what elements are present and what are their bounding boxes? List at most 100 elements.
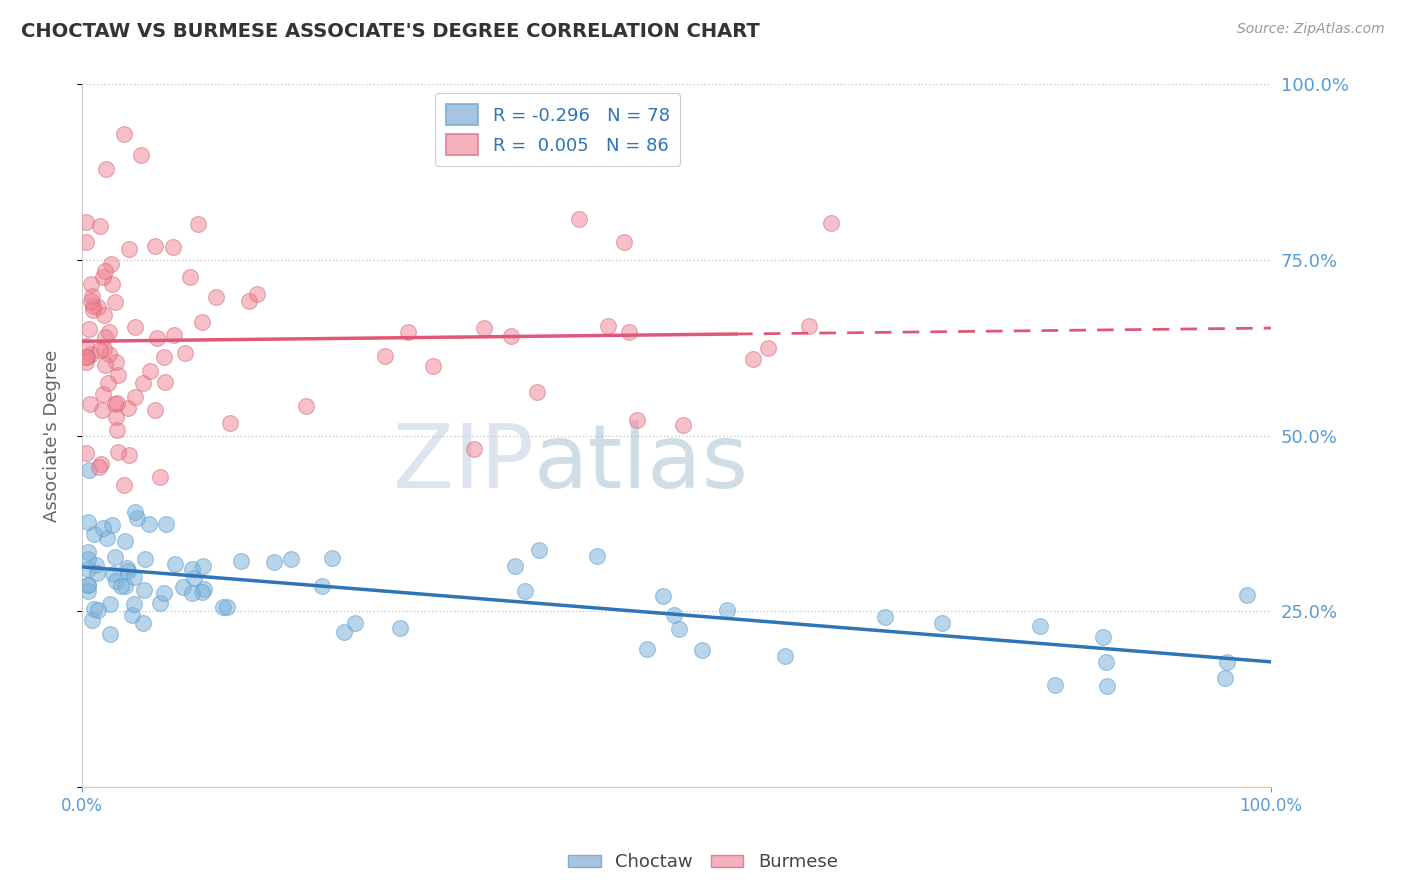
- Point: [626, 413, 648, 427]
- Point: [97, 346, 120, 360]
- Text: CHOCTAW VS BURMESE ASSOCIATE'S DEGREE CORRELATION CHART: CHOCTAW VS BURMESE ASSOCIATE'S DEGREE CO…: [21, 22, 759, 41]
- Point: [87, 603, 110, 617]
- Point: [77, 515, 100, 529]
- Point: [104, 549, 127, 564]
- Point: [80, 277, 103, 291]
- Point: [505, 558, 527, 573]
- Point: [613, 235, 636, 250]
- Point: [79, 397, 101, 411]
- Point: [152, 586, 174, 600]
- Point: [138, 516, 160, 531]
- Point: [77, 561, 100, 575]
- Point: [77, 577, 100, 591]
- Point: [94, 263, 117, 277]
- Point: [193, 558, 215, 573]
- Point: [83, 601, 105, 615]
- Point: [76, 350, 98, 364]
- Point: [79, 463, 101, 477]
- Point: [1043, 678, 1066, 692]
- Point: [77, 321, 100, 335]
- Point: [100, 517, 122, 532]
- Point: [105, 396, 128, 410]
- Point: [112, 127, 135, 141]
- Point: [526, 385, 548, 400]
- Point: [143, 402, 166, 417]
- Point: [124, 504, 146, 518]
- Point: [82, 303, 104, 318]
- Point: [90, 458, 112, 472]
- Point: [122, 570, 145, 584]
- Point: [80, 289, 103, 303]
- Point: [219, 416, 242, 430]
- Point: [132, 616, 155, 631]
- Point: [104, 574, 127, 588]
- Point: [716, 603, 738, 617]
- Point: [422, 359, 444, 374]
- Point: [91, 387, 114, 401]
- Point: [80, 347, 103, 361]
- Point: [101, 277, 124, 291]
- Point: [149, 470, 172, 484]
- Point: [75, 355, 97, 369]
- Point: [75, 214, 97, 228]
- Point: [100, 626, 122, 640]
- Point: [773, 648, 796, 663]
- Point: [110, 579, 132, 593]
- Point: [1236, 588, 1258, 602]
- Point: [1213, 671, 1236, 685]
- Point: [875, 610, 897, 624]
- Y-axis label: Associate's Degree: Associate's Degree: [44, 350, 60, 522]
- Point: [114, 534, 136, 549]
- Point: [499, 328, 522, 343]
- Point: [163, 557, 186, 571]
- Point: [1095, 679, 1118, 693]
- Point: [118, 243, 141, 257]
- Point: [117, 401, 139, 415]
- Text: atlas: atlas: [534, 420, 749, 508]
- Point: [187, 217, 209, 231]
- Point: [122, 597, 145, 611]
- Point: [91, 521, 114, 535]
- Point: [692, 643, 714, 657]
- Point: [1216, 655, 1239, 669]
- Point: [139, 364, 162, 378]
- Point: [93, 308, 115, 322]
- Point: [124, 320, 146, 334]
- Point: [931, 615, 953, 630]
- Point: [1028, 618, 1050, 632]
- Point: [79, 293, 101, 308]
- Point: [118, 448, 141, 462]
- Point: [191, 315, 214, 329]
- Point: [163, 328, 186, 343]
- Point: [472, 321, 495, 335]
- Point: [132, 376, 155, 390]
- Point: [103, 295, 125, 310]
- Point: [333, 625, 356, 640]
- Point: [153, 376, 176, 390]
- Point: [96, 531, 118, 545]
- Point: [132, 583, 155, 598]
- Point: [134, 551, 156, 566]
- Point: [204, 289, 226, 303]
- Text: ZIP: ZIP: [394, 420, 534, 508]
- Point: [84, 558, 107, 572]
- Point: [127, 510, 149, 524]
- Point: [799, 318, 821, 333]
- Point: [107, 368, 129, 383]
- Point: [280, 552, 302, 566]
- Point: [114, 578, 136, 592]
- Point: [107, 445, 129, 459]
- Point: [598, 318, 620, 333]
- Point: [311, 579, 333, 593]
- Point: [124, 390, 146, 404]
- Point: [527, 542, 550, 557]
- Point: [104, 410, 127, 425]
- Point: [94, 330, 117, 344]
- Text: Source: ZipAtlas.com: Source: ZipAtlas.com: [1237, 22, 1385, 37]
- Point: [101, 567, 124, 582]
- Point: [668, 622, 690, 636]
- Point: [179, 269, 201, 284]
- Point: [86, 566, 108, 580]
- Point: [246, 287, 269, 301]
- Point: [212, 600, 235, 615]
